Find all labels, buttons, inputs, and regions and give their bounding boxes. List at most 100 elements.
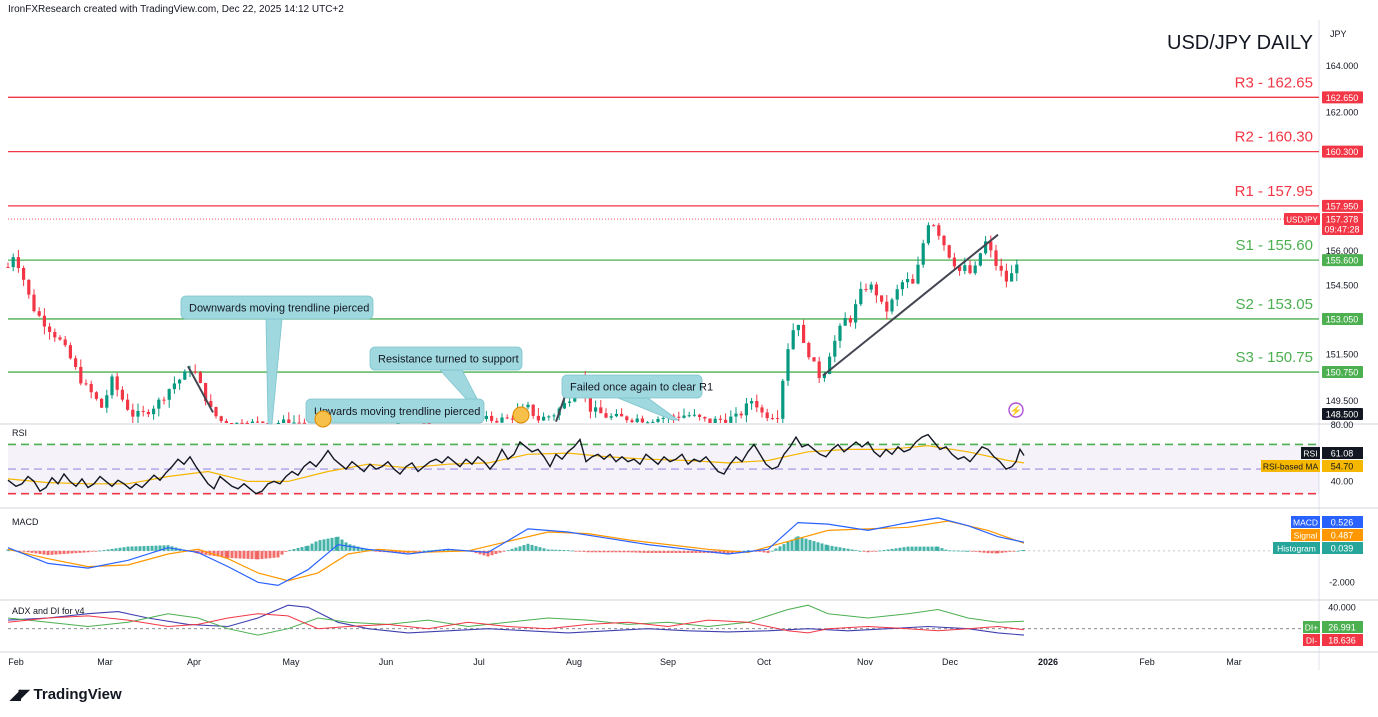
- macd-histogram-bar: [940, 548, 944, 551]
- macd-signal-line: [7, 520, 1025, 582]
- candle-body: [973, 265, 977, 274]
- macd-histogram-bar: [106, 549, 110, 551]
- macd-histogram-bar: [778, 546, 782, 551]
- macd-histogram-label: Histogram: [1277, 544, 1316, 554]
- macd-histogram-bar: [360, 547, 364, 551]
- macd-label: MACD: [1293, 518, 1318, 528]
- macd-histogram-bar: [326, 538, 330, 551]
- di-minus-label-bg: [1303, 634, 1320, 646]
- candle-body: [651, 421, 655, 423]
- level-tag-text: 160.300: [1326, 147, 1359, 157]
- time-tick-label: Jul: [473, 657, 485, 667]
- macd-histogram-bar: [1008, 550, 1012, 552]
- macd-histogram-value-bg: [1322, 542, 1363, 554]
- candle-body: [672, 415, 676, 417]
- macd-histogram-bar: [1022, 550, 1026, 551]
- macd-histogram-bar: [666, 550, 670, 553]
- macd-histogram-bar: [234, 550, 238, 559]
- macd-histogram-bar: [364, 548, 368, 551]
- candle-body: [484, 415, 488, 420]
- macd-histogram-bar: [682, 550, 686, 553]
- macd-histogram-bar: [66, 550, 70, 554]
- time-tick-label: Sep: [660, 657, 676, 667]
- candle-body: [760, 407, 764, 413]
- macd-histogram-bar: [766, 550, 770, 553]
- macd-signal-value-bg: [1322, 529, 1363, 541]
- brand-footer: ◢◤ TradingView: [10, 686, 122, 703]
- macd-histogram-bar: [518, 546, 522, 551]
- macd-histogram-bar: [726, 550, 730, 554]
- candle-body: [32, 294, 36, 312]
- candle-body: [703, 416, 707, 419]
- candle-body: [932, 225, 936, 227]
- candle-body: [22, 267, 26, 280]
- macd-histogram-bar: [86, 550, 90, 553]
- lightning-icon: [1008, 402, 1024, 418]
- macd-histogram-bar: [322, 539, 326, 551]
- di-plus-line: [7, 604, 1025, 636]
- candle-body: [718, 418, 722, 420]
- rsi-line: [7, 433, 1025, 495]
- level-label-r3: R3 - 162.65: [1235, 74, 1313, 91]
- level-tag: [1322, 199, 1363, 212]
- macd-histogram-bar: [862, 550, 866, 552]
- macd-histogram-bar: [986, 550, 990, 554]
- candle-body: [864, 288, 868, 290]
- candle-body: [256, 421, 260, 423]
- macd-histogram-bar: [790, 539, 794, 551]
- macd-histogram-bar: [414, 550, 418, 552]
- macd-histogram-bar: [758, 550, 762, 552]
- macd-histogram-bar: [254, 550, 258, 560]
- macd-histogram-bar: [242, 550, 246, 559]
- annotation-box: [180, 295, 374, 320]
- macd-histogram-bar: [974, 550, 978, 552]
- macd-histogram-bar: [46, 550, 50, 556]
- candle-body: [568, 401, 572, 403]
- macd-histogram-bar: [898, 547, 902, 551]
- candle-body: [687, 415, 691, 417]
- macd-histogram-bar: [300, 547, 304, 551]
- macd-histogram-bar: [374, 550, 378, 552]
- macd-histogram-bar: [808, 539, 812, 551]
- macd-histogram-bar: [304, 546, 308, 551]
- macd-histogram-bar: [642, 550, 646, 553]
- macd-histogram-bar: [146, 545, 150, 551]
- candle-body: [84, 383, 88, 385]
- macd-histogram-bar: [850, 549, 854, 551]
- candle-body: [146, 411, 150, 415]
- macd-histogram-bar: [820, 543, 824, 551]
- macd-histogram-bar: [134, 546, 138, 551]
- macd-title: MACD: [12, 517, 39, 527]
- macd-histogram-bar: [674, 550, 678, 553]
- candle-body: [552, 415, 556, 417]
- macd-histogram-bar: [826, 545, 830, 551]
- macd-histogram-bar: [914, 546, 918, 551]
- macd-histogram-bar: [882, 550, 886, 551]
- macd-histogram-bar: [770, 550, 774, 552]
- macd-pane: MACD -2.000 MACD 0.526 Signal 0.487 Histogram 0…: [6, 516, 1363, 587]
- di-plus-label: DI+: [1305, 623, 1319, 633]
- candle-body: [958, 266, 962, 271]
- candles: [6, 222, 1019, 424]
- candle-body: [100, 398, 104, 408]
- macd-histogram-bar: [502, 550, 506, 552]
- candle-body: [620, 413, 624, 417]
- time-tick-label: Mar: [1226, 657, 1242, 667]
- macd-histogram-bar: [570, 550, 574, 552]
- candle-body: [656, 418, 660, 422]
- annotation-text: Failed once again to clear R1: [570, 382, 713, 394]
- macd-histogram-bar: [910, 546, 914, 551]
- macd-histogram-bar: [626, 550, 630, 553]
- candle-body: [94, 392, 98, 399]
- time-tick-label: Mar: [97, 657, 113, 667]
- macd-histogram-bar: [586, 550, 590, 553]
- macd-histogram-bar: [994, 550, 998, 554]
- macd-histogram-bar: [204, 550, 208, 555]
- macd-histogram-bar: [34, 550, 38, 554]
- macd-histogram-bar: [800, 537, 804, 551]
- annotations: Downwards moving trendline pierced Resist…: [180, 295, 713, 425]
- macd-histogram-bar: [566, 550, 570, 551]
- rsi-value-bg: [1322, 447, 1363, 459]
- candle-body: [500, 417, 504, 423]
